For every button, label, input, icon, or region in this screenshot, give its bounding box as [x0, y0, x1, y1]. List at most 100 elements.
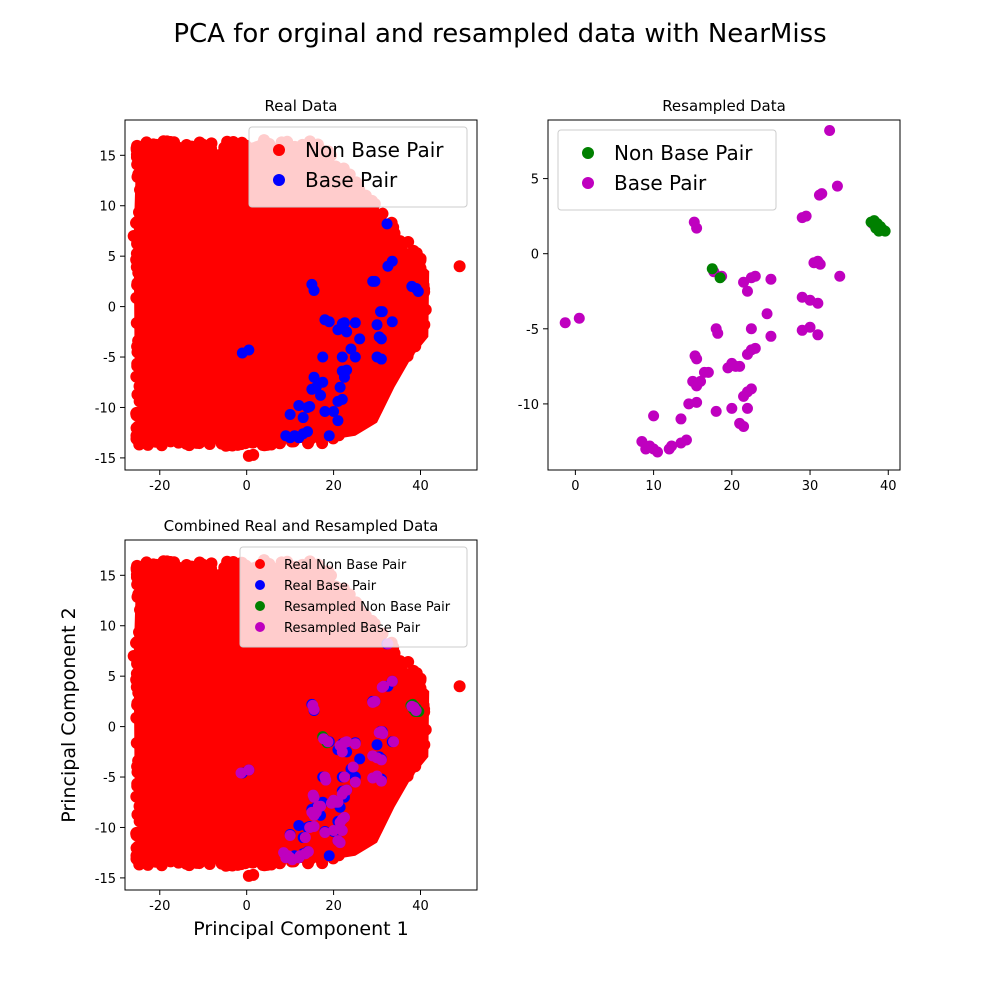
base-pair-point — [824, 125, 836, 137]
non-base-pair-point — [247, 448, 260, 461]
legend-marker — [273, 144, 285, 156]
y-tick-label: 15 — [99, 149, 116, 164]
base-pair-point — [695, 375, 707, 387]
base-pair-point — [745, 323, 757, 335]
base-pair-point — [349, 351, 361, 363]
non-base-pair-point — [130, 151, 143, 164]
base-pair-point — [284, 409, 296, 421]
legend-label: Non Base Pair — [305, 138, 444, 162]
plot-title: Real Data — [265, 97, 338, 115]
base-pair-point — [738, 420, 750, 432]
y-tick-label: -5 — [103, 351, 116, 366]
y-tick-label: 0 — [108, 301, 116, 316]
legend-label: Non Base Pair — [614, 141, 753, 165]
base-pair-point — [304, 400, 316, 412]
plot-combined-data: Combined Real and Resampled Data-20 0 20 40… — [58, 517, 478, 940]
base-pair-point — [804, 321, 816, 333]
legend-box — [248, 126, 468, 208]
base-pair-point — [680, 434, 692, 446]
base-pair-point — [741, 402, 753, 414]
y-tick-label: 5 — [531, 173, 539, 188]
base-pair-point — [745, 383, 757, 395]
base-pair-point — [814, 258, 826, 270]
base-pair-point — [765, 273, 777, 285]
base-pair-point — [323, 316, 335, 328]
base-pair-point — [345, 343, 357, 355]
base-pair-point — [559, 317, 571, 329]
base-pair-point — [765, 330, 777, 342]
base-pair-point — [749, 270, 761, 282]
base-pair-point — [691, 396, 703, 408]
x-tick-label: 20 — [325, 479, 342, 494]
base-pair-point — [328, 405, 340, 417]
base-pair-point — [332, 324, 344, 336]
non-base-pair-point — [130, 409, 143, 422]
y-tick-label: -5 — [526, 323, 539, 338]
y-tick-label: -10 — [518, 398, 539, 413]
figure-title: PCA for orginal and resampled data with … — [173, 19, 826, 49]
y-tick-label: -10 — [95, 401, 116, 416]
base-pair-point — [813, 189, 825, 201]
non-base-pair-point — [706, 263, 718, 275]
base-pair-point — [332, 415, 344, 427]
base-pair-point — [675, 413, 687, 425]
base-pair-point — [386, 255, 398, 267]
non-base-pair-point — [414, 262, 427, 275]
base-pair-point — [741, 285, 753, 297]
x-tick-label: 0 — [243, 479, 251, 494]
base-pair-point — [323, 430, 335, 442]
x-tick-label: 20 — [724, 479, 741, 494]
base-pair-point — [293, 399, 305, 411]
non-base-pair-point — [140, 556, 153, 569]
axes-frame — [547, 119, 901, 471]
plot-title: Combined Real and Resampled Data — [164, 517, 439, 535]
non-base-pair-point — [140, 136, 153, 149]
x-tick-label: 40 — [880, 479, 897, 494]
base-pair-point — [386, 316, 398, 328]
non-base-pair-point — [140, 150, 153, 163]
legend-marker — [582, 177, 594, 189]
base-pair-point — [336, 351, 348, 363]
base-pair-point — [730, 360, 742, 372]
base-pair-point — [336, 393, 348, 405]
legend-marker — [273, 174, 285, 186]
base-pair-point — [412, 285, 424, 297]
non-base-pair-density — [133, 139, 430, 444]
legend-box — [557, 129, 777, 211]
legend-label: Base Pair — [305, 168, 398, 192]
x-tick-label: -20 — [149, 479, 170, 494]
legend: Non Base Pair Base Pair — [557, 129, 777, 211]
non-base-pair-point — [392, 265, 405, 278]
base-pair-point — [354, 333, 366, 345]
base-pair-point — [834, 270, 846, 282]
base-pair-point — [376, 306, 388, 318]
base-pair-point — [315, 389, 327, 401]
legend-label: Base Pair — [614, 171, 707, 195]
x-tick-label: 10 — [645, 479, 662, 494]
base-pair-point — [812, 329, 824, 341]
base-pair-point — [812, 297, 824, 309]
base-pair-point — [573, 312, 585, 324]
base-pair-point — [297, 412, 309, 424]
legend: Non Base Pair Base Pair — [248, 126, 468, 208]
base-pair-point — [702, 366, 714, 378]
base-pair-point — [666, 440, 678, 452]
base-pair-point — [375, 353, 387, 365]
base-pair-point — [800, 210, 812, 222]
base-pair-point — [317, 376, 329, 388]
base-pair-point — [749, 342, 761, 354]
base-pair-point — [334, 381, 346, 393]
base-pair-point — [341, 326, 353, 338]
x-tick-label: 30 — [802, 479, 819, 494]
plot-area — [559, 125, 891, 458]
base-pair-point — [648, 410, 660, 422]
base-pair-point — [710, 405, 722, 417]
base-pair-point — [317, 351, 329, 363]
non-base-pair-point — [714, 272, 726, 284]
base-pair-point — [712, 327, 724, 339]
non-base-pair-point — [873, 225, 885, 237]
base-pair-point — [308, 284, 320, 296]
